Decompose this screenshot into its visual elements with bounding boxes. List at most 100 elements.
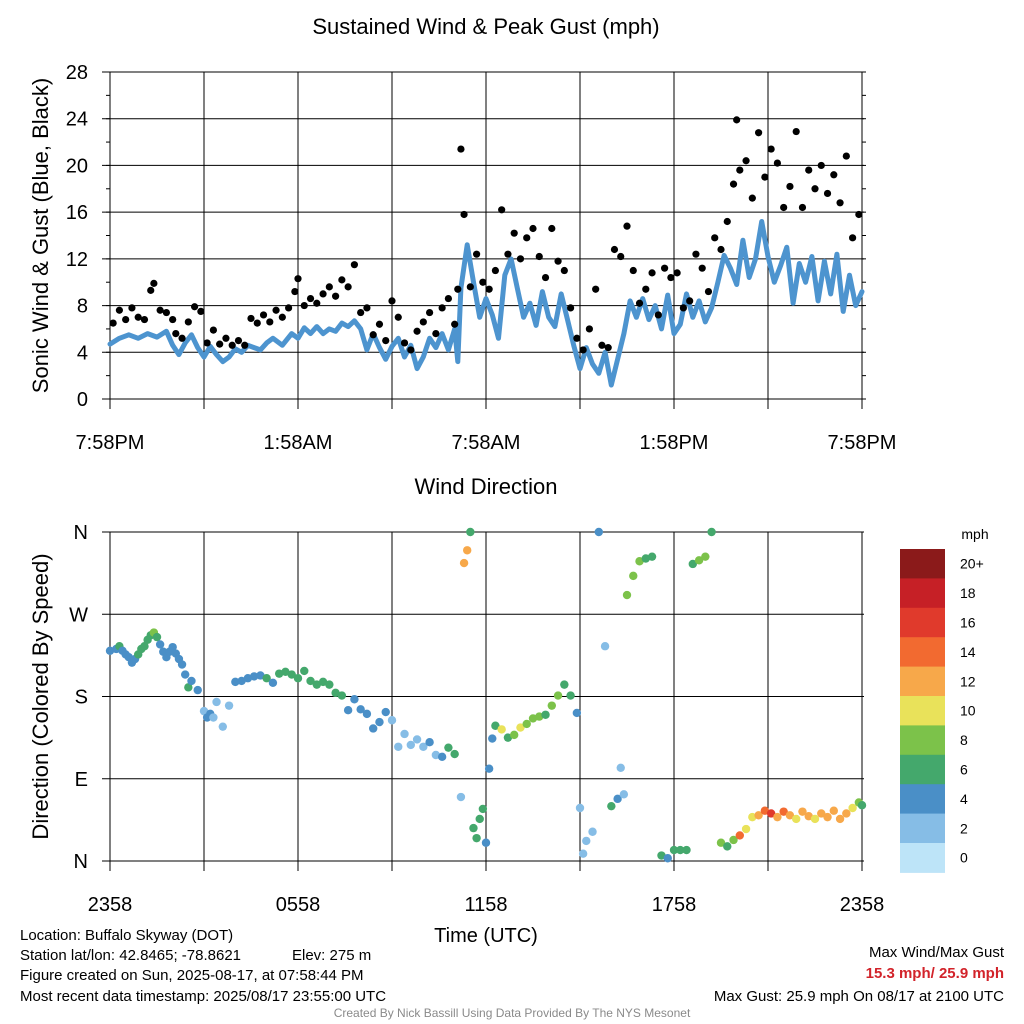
- gust-point: [172, 330, 180, 338]
- gust-point: [648, 269, 656, 277]
- gust-point: [306, 294, 315, 303]
- gust-point: [733, 116, 741, 124]
- gust-point: [679, 304, 688, 312]
- direction-point: [312, 680, 321, 689]
- direction-point: [773, 812, 782, 822]
- gust-point: [667, 273, 675, 282]
- direction-point: [635, 557, 644, 566]
- gust-point: [780, 203, 788, 212]
- y-tick-label: 8: [77, 296, 88, 318]
- direction-point: [622, 590, 632, 600]
- colorbar-swatch: [900, 725, 945, 756]
- gust-point: [460, 210, 468, 219]
- colorbar-swatch: [900, 549, 945, 579]
- gust-point: [272, 306, 280, 314]
- direction-point: [729, 835, 738, 845]
- direction-point: [231, 677, 240, 687]
- max-wind-label: Max Wind/Max Gust: [868, 944, 1004, 961]
- x-tick-label: 0558: [276, 894, 321, 916]
- gust-point: [548, 224, 556, 233]
- gust-point: [686, 297, 694, 305]
- direction-point: [616, 763, 625, 772]
- x-tick-label: 1158: [464, 894, 507, 916]
- x-tick-label: 1:58AM: [264, 432, 333, 454]
- gust-point: [156, 306, 164, 314]
- direction-point: [387, 716, 397, 725]
- y-tick-label: 16: [66, 202, 88, 224]
- gust-point: [598, 341, 606, 349]
- gust-point: [855, 210, 863, 219]
- gust-point: [554, 257, 562, 265]
- chart-title: Sustained Wind & Peak Gust (mph): [312, 14, 659, 39]
- direction-point: [350, 695, 359, 704]
- direction-point: [177, 660, 187, 669]
- gust-point: [325, 283, 333, 291]
- direction-point: [337, 691, 347, 700]
- gust-point: [313, 299, 321, 307]
- gust-point: [203, 339, 211, 347]
- direction-point: [300, 666, 309, 676]
- colorbar-label: 14: [960, 644, 976, 660]
- y-tick-label: S: [75, 687, 88, 709]
- gust-point: [278, 313, 286, 321]
- colorbar-label: 8: [960, 732, 968, 748]
- gust-point: [510, 229, 518, 237]
- gust-point: [332, 292, 340, 300]
- direction-point: [140, 642, 149, 651]
- direction-point: [657, 851, 666, 860]
- direction-point: [224, 701, 234, 710]
- direction-point: [256, 671, 265, 680]
- gust-point: [444, 294, 452, 303]
- gust-point: [560, 266, 568, 275]
- direction-point: [688, 559, 697, 569]
- gust-point: [541, 273, 550, 282]
- gust-point: [523, 234, 531, 242]
- direction-point: [669, 845, 679, 855]
- direction-point: [425, 737, 434, 747]
- direction-point: [343, 706, 353, 715]
- direction-point: [541, 710, 550, 719]
- direction-point: [152, 632, 162, 642]
- direction-point: [707, 527, 716, 537]
- y-tick-label: 20: [66, 155, 88, 177]
- gust-point: [178, 334, 186, 342]
- gust-point: [247, 314, 255, 323]
- direction-point: [829, 806, 838, 815]
- gust-point: [134, 313, 142, 321]
- gust-point: [291, 287, 299, 296]
- colorbar-label: 20+: [960, 556, 984, 572]
- sustained-wind-line: [107, 219, 865, 388]
- direction-point: [516, 723, 525, 732]
- gust-point: [369, 331, 377, 339]
- gust-point: [357, 308, 365, 317]
- direction-point: [381, 707, 390, 717]
- gust-point: [382, 337, 390, 345]
- grid-lines: [102, 71, 864, 409]
- colorbar-swatch: [900, 754, 945, 785]
- gust-point: [711, 234, 719, 242]
- direction-point: [510, 730, 519, 740]
- direction-point: [478, 804, 488, 814]
- gust-point: [479, 278, 487, 286]
- gust-point: [294, 275, 302, 283]
- colorbar-label: 2: [960, 820, 968, 836]
- direction-point: [237, 676, 246, 686]
- gust-point: [786, 182, 794, 191]
- gust-point: [241, 341, 249, 349]
- direction-point: [218, 722, 227, 731]
- direction-point: [735, 831, 744, 840]
- direction-point: [842, 809, 851, 818]
- gust-point: [466, 283, 474, 291]
- gust-point: [736, 166, 744, 174]
- x-tick-label: 1:58PM: [640, 432, 709, 454]
- direction-point: [810, 814, 820, 824]
- gust-point: [516, 255, 525, 263]
- gust-point: [234, 337, 243, 345]
- direction-point: [798, 807, 807, 816]
- direction-point: [475, 814, 484, 824]
- colorbar-label: 10: [960, 703, 976, 719]
- direction-point: [575, 803, 585, 813]
- direction-point: [193, 685, 202, 695]
- gust-point: [394, 313, 402, 321]
